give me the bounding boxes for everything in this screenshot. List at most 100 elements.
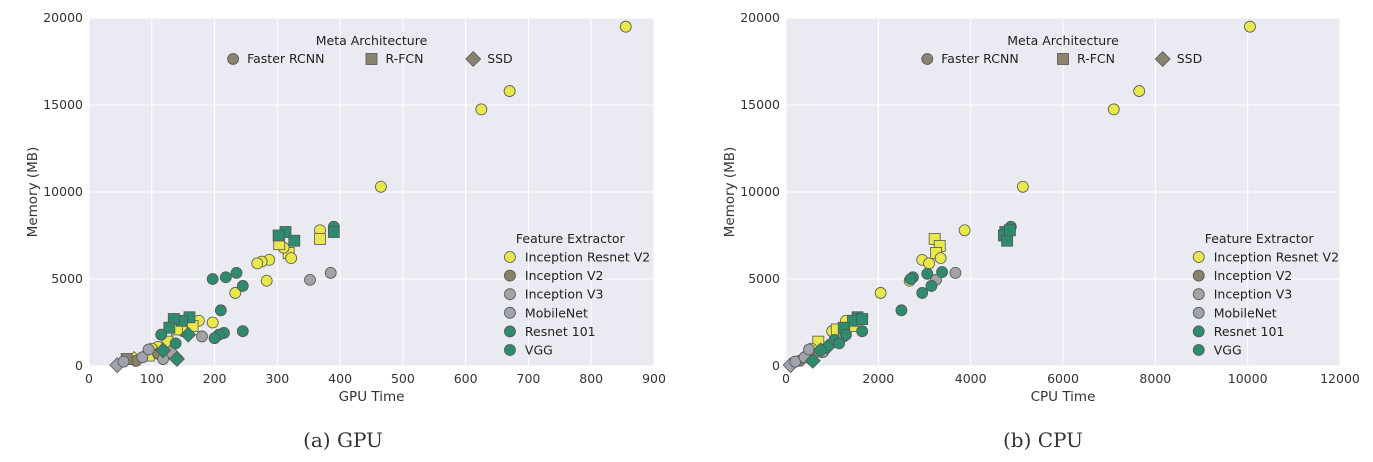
legend-marker-vgg bbox=[504, 344, 516, 356]
meta-legend-label: SSD bbox=[1177, 51, 1203, 66]
meta-legend-title: Meta Architecture bbox=[316, 33, 428, 48]
data-point bbox=[229, 287, 242, 299]
data-point bbox=[169, 337, 182, 350]
data-point bbox=[1004, 224, 1016, 237]
figure-caption: (a) GPU bbox=[303, 428, 383, 452]
data-point bbox=[895, 304, 908, 317]
feature-legend-label: MobileNet bbox=[1214, 305, 1277, 320]
data-point bbox=[208, 332, 221, 345]
data-point bbox=[155, 328, 168, 341]
x-tick-label: 600 bbox=[454, 371, 478, 386]
legend-marker-inception-v2 bbox=[1192, 269, 1205, 282]
x-tick-label: 300 bbox=[265, 371, 289, 386]
legend-marker-mobilenet bbox=[504, 306, 516, 319]
feature-legend-title: Feature Extractor bbox=[516, 231, 626, 246]
data-point bbox=[936, 266, 948, 278]
data-point bbox=[285, 252, 298, 265]
data-point bbox=[251, 257, 264, 270]
y-tick-label: 0 bbox=[75, 358, 83, 373]
x-tick-label: 100 bbox=[140, 371, 164, 386]
data-point bbox=[142, 343, 155, 356]
y-tick-label: 0 bbox=[772, 358, 780, 373]
legend-marker-inception-resnet-v2 bbox=[1192, 251, 1205, 263]
data-point bbox=[904, 273, 917, 285]
legend-marker-circle bbox=[227, 53, 239, 65]
legend-marker-inception-v3 bbox=[504, 288, 516, 301]
feature-legend-label: Inception Resnet V2 bbox=[525, 250, 650, 265]
legend-marker-square bbox=[365, 53, 378, 65]
data-point bbox=[324, 267, 337, 279]
data-point bbox=[180, 326, 197, 343]
data-point bbox=[206, 316, 219, 329]
legend-marker-mobilenet bbox=[1192, 306, 1205, 319]
data-point bbox=[288, 234, 301, 247]
x-tick-label: 8000 bbox=[1139, 371, 1171, 386]
meta-legend-label: Faster RCNN bbox=[247, 51, 324, 66]
data-point bbox=[916, 287, 929, 299]
x-tick-label: 12000 bbox=[1320, 371, 1360, 386]
data-point bbox=[925, 280, 938, 292]
x-axis-label: GPU Time bbox=[339, 389, 405, 405]
data-point bbox=[214, 304, 227, 317]
feature-legend-label: MobileNet bbox=[525, 305, 588, 320]
legend-marker-inception-v3 bbox=[1192, 288, 1205, 301]
y-tick-label: 10000 bbox=[43, 184, 83, 199]
data-point bbox=[475, 103, 488, 116]
data-point bbox=[856, 325, 869, 338]
data-point bbox=[1107, 103, 1120, 116]
legend-marker-inception-v2 bbox=[504, 269, 516, 282]
y-axis-label: Memory (MB) bbox=[722, 147, 738, 238]
feature-legend-label: Inception V2 bbox=[525, 268, 604, 283]
data-point bbox=[136, 351, 149, 364]
data-point bbox=[163, 321, 176, 334]
data-point bbox=[230, 267, 243, 279]
legend-marker-inception-resnet-v2 bbox=[504, 251, 516, 263]
data-point bbox=[934, 252, 947, 265]
x-axis-label: CPU Time bbox=[1031, 389, 1096, 405]
data-point bbox=[503, 85, 516, 97]
figure-caption: (b) CPU bbox=[1003, 428, 1083, 452]
meta-legend-label: R-FCN bbox=[1077, 51, 1115, 66]
y-tick-label: 20000 bbox=[740, 10, 780, 25]
data-point bbox=[1016, 180, 1029, 193]
data-point bbox=[840, 328, 852, 341]
feature-legend-title: Feature Extractor bbox=[1205, 231, 1315, 246]
data-point bbox=[923, 257, 936, 270]
data-point bbox=[155, 342, 172, 359]
feature-legend-label: Inception V3 bbox=[1214, 287, 1293, 302]
cpu-scatter-chart: 0 2000 4000 6000 8000 10000 12000 0 5000 10000 150… bbox=[722, 10, 1360, 452]
x-tick-label: 700 bbox=[517, 371, 541, 386]
data-point bbox=[958, 224, 971, 237]
legend-marker-resnet-101 bbox=[1192, 325, 1205, 338]
data-point bbox=[856, 313, 869, 325]
x-tick-label: 6000 bbox=[1047, 371, 1079, 386]
feature-legend-label: Inception V2 bbox=[1214, 268, 1293, 283]
data-point bbox=[804, 352, 821, 369]
feature-legend-label: Inception V3 bbox=[525, 287, 604, 302]
meta-legend-title: Meta Architecture bbox=[1007, 33, 1119, 48]
data-point bbox=[260, 274, 273, 287]
data-point bbox=[921, 267, 934, 280]
data-point bbox=[168, 351, 185, 368]
data-point bbox=[874, 287, 887, 299]
meta-legend-label: Faster RCNN bbox=[941, 51, 1018, 66]
data-point bbox=[619, 20, 632, 33]
data-point bbox=[236, 325, 249, 338]
data-point bbox=[272, 229, 285, 242]
feature-legend-label: VGG bbox=[1214, 343, 1242, 358]
y-tick-label: 20000 bbox=[43, 10, 83, 25]
data-point bbox=[833, 337, 845, 350]
data-point bbox=[219, 271, 232, 284]
y-tick-label: 10000 bbox=[740, 184, 780, 199]
data-point bbox=[304, 273, 316, 286]
meta-legend-label: SSD bbox=[487, 51, 513, 66]
data-point bbox=[314, 233, 326, 245]
y-tick-label: 15000 bbox=[740, 97, 780, 112]
data-point bbox=[206, 273, 219, 285]
data-point bbox=[327, 226, 340, 238]
feature-legend-label: Resnet 101 bbox=[525, 324, 596, 339]
x-tick-label: 400 bbox=[328, 371, 352, 386]
data-point bbox=[1244, 20, 1256, 33]
data-point bbox=[236, 280, 249, 292]
x-tick-label: 0 bbox=[782, 371, 790, 386]
